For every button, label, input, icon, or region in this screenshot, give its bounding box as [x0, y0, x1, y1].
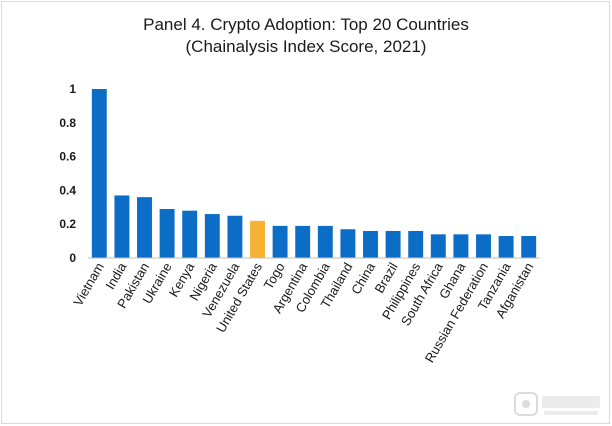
bar-venezuela	[227, 215, 243, 258]
bar-togo	[272, 225, 288, 258]
bar-pakistan	[137, 197, 152, 258]
bar-nigeria	[204, 214, 220, 258]
bar-ghana	[453, 234, 469, 258]
bar-afganistan	[521, 236, 537, 258]
bar-ukraine	[159, 208, 175, 258]
bar-argentina	[295, 225, 311, 258]
bar-thailand	[340, 229, 356, 258]
chart-subtitle: (Chainalysis Index Score, 2021)	[185, 37, 427, 56]
bar-brazil	[385, 230, 401, 258]
y-tick-label: 0	[69, 251, 76, 265]
bar-india	[114, 195, 130, 258]
y-tick-label: 0.4	[59, 183, 76, 197]
bar-philippines	[408, 230, 424, 258]
bar-united-states	[250, 220, 265, 258]
bar-tanzania	[498, 236, 514, 258]
y-tick-label: 1	[69, 82, 76, 96]
y-tick-label: 0.6	[59, 150, 76, 164]
watermark-logo	[514, 392, 600, 416]
y-tick-label: 0.2	[59, 217, 76, 231]
bar-south-africa	[430, 234, 446, 258]
bar-colombia	[317, 225, 333, 258]
bar-china	[363, 230, 378, 258]
y-tick-label: 0.8	[59, 116, 76, 130]
bar-kenya	[182, 210, 198, 258]
bar-vietnam	[91, 89, 107, 258]
x-tick-label: China	[348, 259, 378, 297]
bar-russian-federation	[476, 234, 491, 258]
chart-title: Panel 4. Crypto Adoption: Top 20 Countri…	[143, 15, 469, 34]
